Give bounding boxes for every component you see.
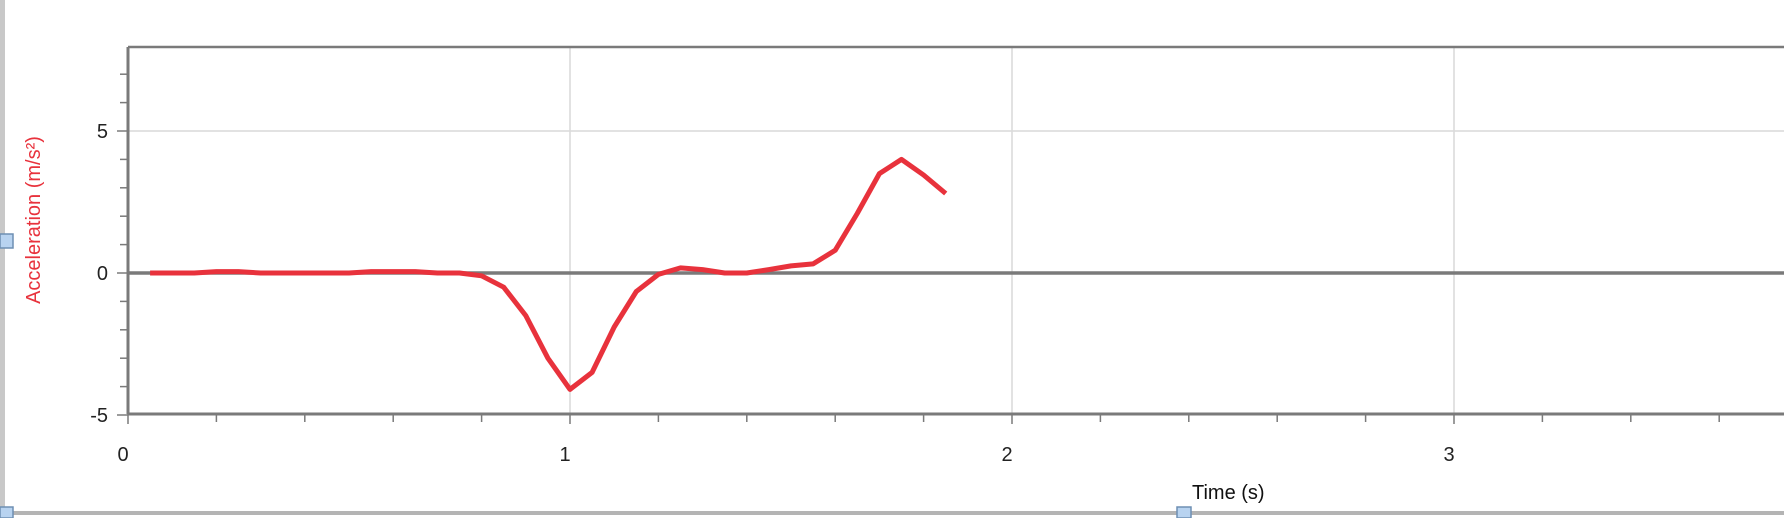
axis-layer xyxy=(126,45,1784,416)
y-axis-title: Acceleration (m/s²) xyxy=(23,136,45,304)
series-layer xyxy=(150,156,948,392)
x-scroll-track[interactable] xyxy=(0,511,1784,515)
label-layer: Time (s) Acceleration (m/s²) xyxy=(23,136,1265,504)
tick-layer: 0 1 2 3 -5 0 5 xyxy=(90,73,1720,466)
acceleration-series-line xyxy=(150,156,948,392)
x-tick-label: 0 xyxy=(117,444,128,466)
y-tick-label: 0 xyxy=(97,263,108,285)
left-panel-edge xyxy=(0,0,5,518)
y-axis-drag-handle[interactable] xyxy=(0,233,14,249)
y-tick-label: 5 xyxy=(97,121,108,143)
x-scroll-left-handle[interactable] xyxy=(0,506,14,519)
x-scroll-thumb[interactable] xyxy=(1176,506,1192,519)
y-tick-label: -5 xyxy=(90,405,108,427)
grid-layer xyxy=(128,47,1784,414)
x-tick-label: 2 xyxy=(1001,444,1012,466)
x-axis-title: Time (s) xyxy=(1192,482,1265,504)
x-tick-label: 3 xyxy=(1443,444,1454,466)
x-tick-label: 1 xyxy=(559,444,570,466)
